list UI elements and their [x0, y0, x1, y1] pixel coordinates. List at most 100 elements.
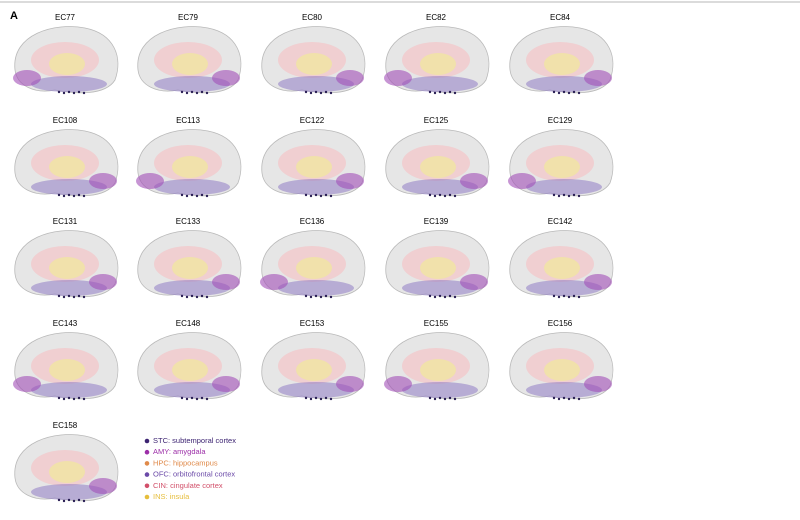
electrode [319, 194, 323, 198]
brain-rendering [261, 332, 366, 401]
electrode [329, 295, 333, 299]
electrode [190, 396, 194, 400]
electrode [180, 294, 184, 298]
temporal-region [154, 179, 230, 195]
electrode [190, 90, 194, 94]
electrode [180, 396, 184, 400]
frontal-region [89, 478, 117, 494]
electrode [448, 90, 452, 94]
insula-region [49, 156, 85, 178]
electrode [57, 193, 61, 197]
temporal-region [31, 76, 107, 92]
legend-label: OFC: orbitofrontal cortex [153, 470, 235, 479]
temporal-region [526, 179, 602, 195]
electrode [443, 91, 447, 95]
subject-label: EC153 [300, 319, 325, 328]
electrode [433, 397, 437, 401]
subject-label: EC158 [53, 421, 78, 430]
electrode [562, 396, 566, 400]
electrode [190, 193, 194, 197]
electrode [82, 91, 86, 95]
electrode [552, 193, 556, 197]
subject-label: EC77 [55, 13, 76, 22]
electrode [453, 295, 457, 299]
electrode [443, 194, 447, 198]
frontal-region [13, 70, 41, 86]
electrode [438, 294, 442, 298]
subject-label: EC131 [53, 217, 78, 226]
insula-region [544, 257, 580, 279]
electrode [77, 294, 81, 298]
electrode [57, 294, 61, 298]
subject-label: EC139 [424, 217, 449, 226]
electrode [567, 91, 571, 95]
electrode [562, 193, 566, 197]
brain-rendering [13, 332, 119, 401]
electrode [562, 294, 566, 298]
insula-region [172, 53, 208, 75]
electrode [62, 397, 66, 401]
frontal-region [336, 173, 364, 189]
electrode [552, 294, 556, 298]
brain-rendering [509, 26, 614, 95]
subject-label: EC113 [176, 116, 200, 125]
frontal-region [212, 274, 240, 290]
electrode [185, 397, 189, 401]
electrode [577, 91, 581, 95]
temporal-region [278, 179, 354, 195]
electrode [62, 499, 66, 503]
electrode [438, 396, 442, 400]
electrode [205, 91, 209, 95]
brain-rendering [136, 129, 242, 198]
electrode [77, 396, 81, 400]
temporal-region [526, 280, 602, 296]
electrode [62, 194, 66, 198]
frontal-region [212, 70, 240, 86]
temporal-region [526, 382, 602, 398]
brain-rendering [14, 129, 119, 198]
temporal-region [278, 76, 354, 92]
electrode [567, 397, 571, 401]
electrode [324, 193, 328, 197]
temporal-region [31, 179, 107, 195]
electrode [562, 90, 566, 94]
electrode [309, 295, 313, 299]
insula-region [420, 257, 456, 279]
brain-rendering [509, 230, 614, 299]
legend-label: HPC: hippocampus [153, 458, 218, 467]
insula-region [172, 156, 208, 178]
insula-region [544, 156, 580, 178]
electrode [552, 396, 556, 400]
electrode [314, 294, 318, 298]
subject-label: EC82 [426, 13, 447, 22]
frontal-region [336, 376, 364, 392]
frontal-region [584, 70, 612, 86]
legend-label: CIN: cingulate cortex [153, 481, 223, 490]
electrode [304, 193, 308, 197]
frontal-region [212, 376, 240, 392]
temporal-region [31, 280, 107, 296]
brain-rendering [137, 230, 242, 299]
electrode [205, 397, 209, 401]
electrode [324, 90, 328, 94]
brain-rendering [137, 332, 242, 401]
insula-region [420, 156, 456, 178]
electrode [67, 294, 71, 298]
legend-dot [144, 483, 150, 489]
temporal-region [31, 484, 107, 500]
brain-rendering [384, 332, 490, 401]
frontal-region [89, 173, 117, 189]
temporal-region [154, 382, 230, 398]
frontal-region [136, 173, 164, 189]
frontal-region [89, 274, 117, 290]
frontal-region [13, 376, 41, 392]
electrode [557, 295, 561, 299]
electrode [67, 498, 71, 502]
electrode [304, 396, 308, 400]
electrode [453, 91, 457, 95]
frontal-region [584, 376, 612, 392]
electrode [567, 194, 571, 198]
temporal-region [154, 280, 230, 296]
